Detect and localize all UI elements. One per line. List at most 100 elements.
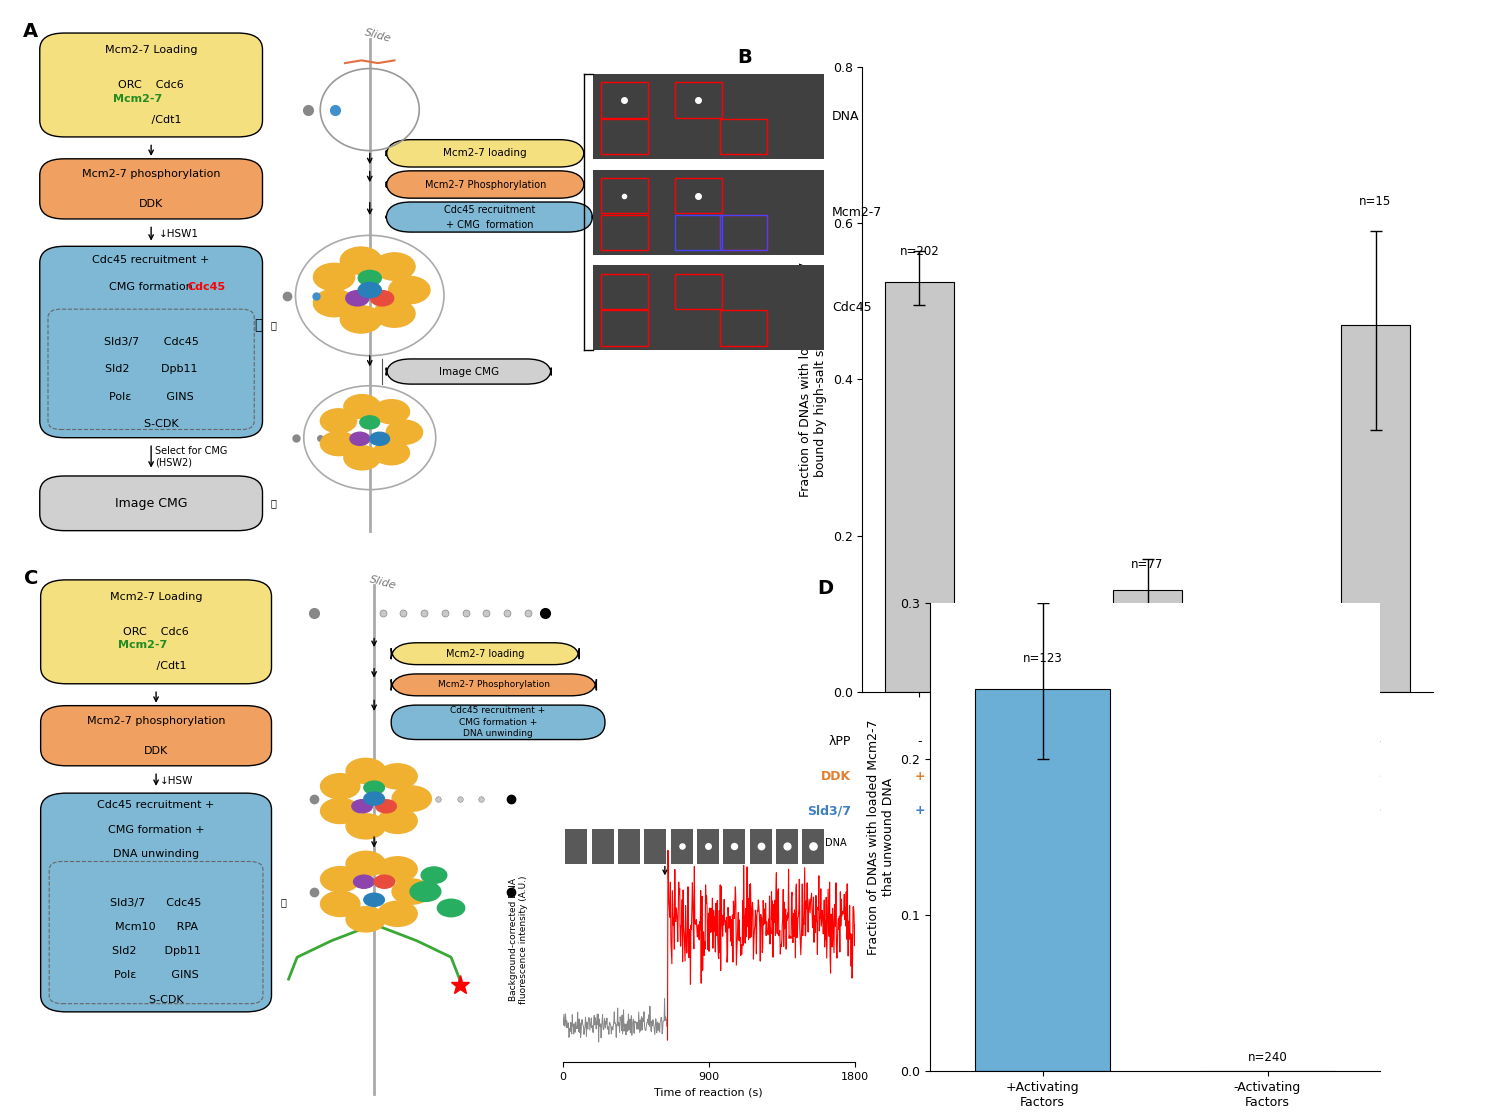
Text: Polε          GINS: Polε GINS [114,971,198,981]
Text: Sld3/7      Cdc45: Sld3/7 Cdc45 [111,897,202,907]
Circle shape [422,867,447,884]
Circle shape [369,432,390,445]
Text: DDK: DDK [144,745,168,756]
Circle shape [410,882,441,902]
Circle shape [438,899,465,916]
Text: Mcm2-7 loading: Mcm2-7 loading [444,148,526,158]
Circle shape [378,763,417,789]
Circle shape [370,290,393,306]
Text: n=77: n=77 [1131,558,1164,571]
Text: Mcm2-7 Phosphorylation: Mcm2-7 Phosphorylation [438,681,550,690]
Circle shape [314,289,354,317]
Bar [600,119,648,154]
FancyBboxPatch shape [39,33,262,137]
Text: 🎥: 🎥 [280,897,286,907]
Bar [600,273,648,309]
Text: DNA: DNA [833,110,860,123]
Text: Cdc45 recruitment +: Cdc45 recruitment + [450,706,546,715]
Circle shape [392,786,432,811]
Y-axis label: Fraction of DNAs with loaded Mcm2-7
bound by high-salt stable Cd45: Fraction of DNAs with loaded Mcm2-7 boun… [800,261,826,498]
FancyBboxPatch shape [40,793,272,1012]
Text: Cdc45: Cdc45 [833,301,872,315]
Text: Sld3/7: Sld3/7 [807,805,850,817]
Circle shape [321,773,360,799]
Text: -: - [1146,735,1149,749]
Text: ⛶: ⛶ [254,318,262,333]
Circle shape [364,781,384,795]
Bar [592,74,824,158]
Text: -: - [1032,735,1035,749]
Text: D: D [818,579,834,598]
Text: Mcm2-7: Mcm2-7 [833,205,882,219]
Text: Sld3/7       Cdc45: Sld3/7 Cdc45 [104,337,198,347]
Text: 🎥: 🎥 [272,499,276,508]
Text: -: - [916,735,921,749]
Text: Mcm2-7 Loading: Mcm2-7 Loading [105,46,198,56]
Circle shape [360,416,380,429]
Circle shape [344,445,380,470]
Bar [720,214,768,250]
Circle shape [358,270,381,286]
Text: ↓HSW1: ↓HSW1 [159,229,200,239]
Circle shape [354,875,374,888]
Text: C: C [24,569,38,588]
Bar [698,829,718,864]
Circle shape [364,792,384,805]
Bar [723,829,746,864]
Text: CMG formation +: CMG formation + [459,718,537,727]
Text: -: - [1144,770,1150,782]
Bar [675,83,722,118]
Text: /Cdt1: /Cdt1 [120,115,182,125]
FancyBboxPatch shape [387,202,592,232]
Bar [618,829,640,864]
Text: Mcm10      RPA: Mcm10 RPA [114,922,198,932]
Text: Background-corrected DNA
fluorescence intensity (A.U.): Background-corrected DNA fluorescence in… [509,875,528,1004]
Text: λPP: λPP [828,735,850,749]
Text: n=11: n=11 [1245,670,1278,683]
Circle shape [387,421,423,444]
Text: DDK: DDK [140,199,164,209]
Text: n=15: n=15 [1359,194,1392,208]
Circle shape [321,408,357,433]
Circle shape [374,300,416,327]
Text: Select for CMG
(HSW2): Select for CMG (HSW2) [156,446,228,468]
Bar [600,177,648,213]
Circle shape [314,263,354,290]
Text: Cdc45: Cdc45 [188,282,226,292]
Circle shape [346,758,386,783]
Circle shape [376,800,396,812]
Bar [675,177,722,213]
Text: +: + [1256,735,1268,749]
Text: A: A [24,22,39,41]
Text: +: + [914,805,926,817]
Text: +: + [914,770,926,782]
Bar [776,829,798,864]
Bar [645,829,666,864]
Circle shape [321,432,357,455]
Text: Slide: Slide [363,28,393,45]
Text: Image CMG: Image CMG [438,366,500,376]
Circle shape [346,852,386,876]
Text: n=202: n=202 [900,246,939,258]
Text: DDK: DDK [821,770,850,782]
Circle shape [374,441,410,464]
Text: n=240: n=240 [1248,1050,1287,1064]
Circle shape [388,277,430,304]
Bar [670,829,693,864]
Circle shape [344,395,380,418]
Text: Polε          GINS: Polε GINS [110,392,194,402]
Y-axis label: Fraction of DNAs with loaded Mcm2-7
that unwound DNA: Fraction of DNAs with loaded Mcm2-7 that… [867,719,894,955]
Text: CMG formation +: CMG formation + [108,825,204,835]
Text: +: + [1142,805,1154,817]
Text: +: + [1370,735,1382,749]
Bar [592,266,824,350]
FancyBboxPatch shape [40,580,272,684]
Text: CMG formation: CMG formation [110,282,194,292]
Circle shape [374,400,410,424]
Text: Sld2        Dpb11: Sld2 Dpb11 [111,946,201,956]
Circle shape [346,290,369,306]
Circle shape [364,893,384,906]
Circle shape [378,808,417,834]
Bar [592,170,824,254]
Text: DNA unwinding: DNA unwinding [112,849,200,859]
